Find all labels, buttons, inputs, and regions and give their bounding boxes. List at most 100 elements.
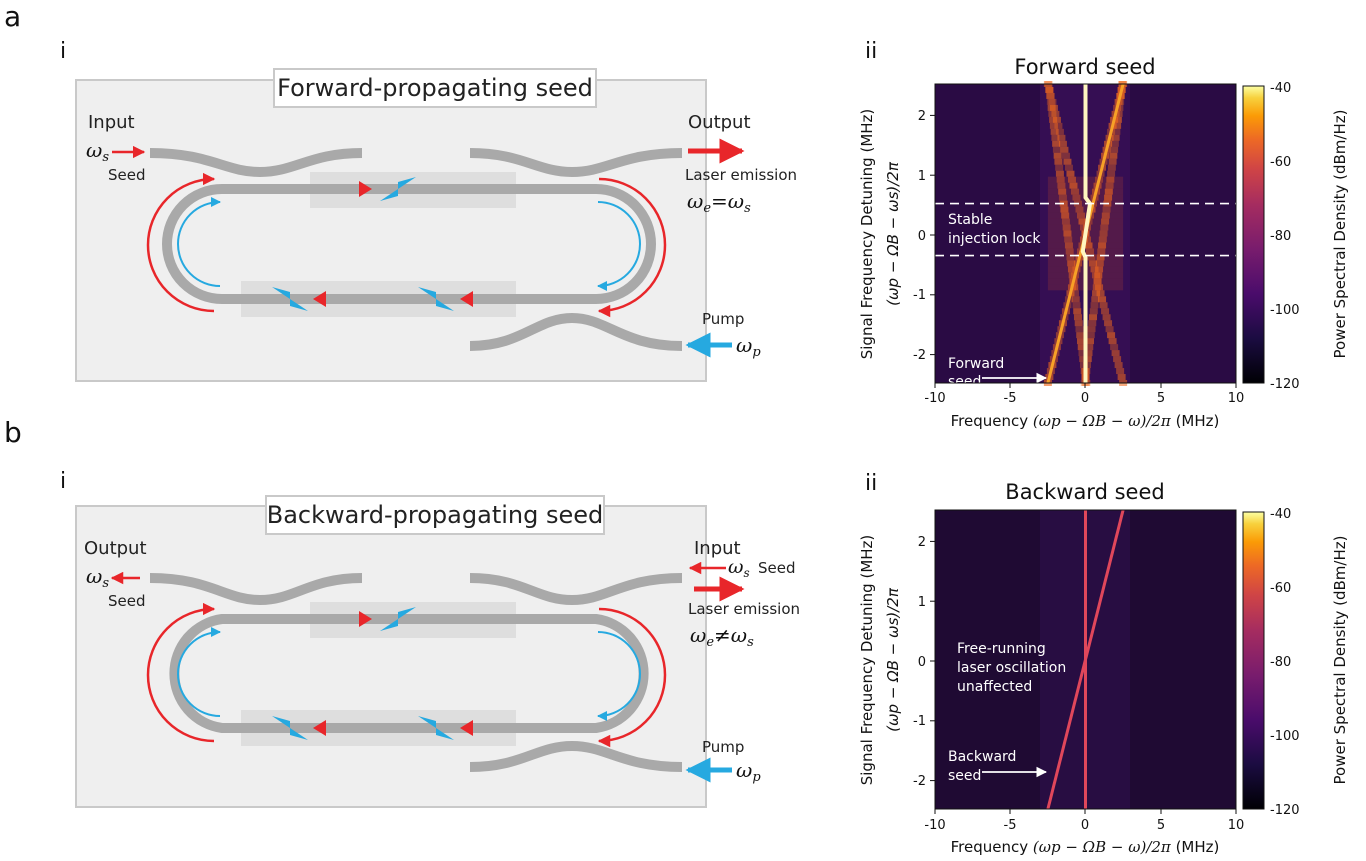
sideband-cell: [1104, 320, 1112, 326]
sideband-cell: [1062, 153, 1070, 159]
sideband-cell: [1076, 332, 1084, 338]
sideband-cell: [1051, 129, 1059, 135]
annotation-injection-lock: injection lock: [948, 231, 1041, 247]
pump-symbol: ωp: [736, 758, 761, 785]
colorbar-tick: -40: [1270, 507, 1291, 522]
sideband-cell: [1118, 374, 1126, 380]
y-tick-label: -2: [913, 348, 926, 363]
colorbar-tick: -80: [1270, 655, 1291, 670]
sideband-cell: [1091, 296, 1099, 302]
sideband-cell: [1088, 326, 1096, 332]
heatmap-backward: Backward seed Free-running laser oscilla…: [858, 480, 1349, 856]
panel-b-sub-i: i: [60, 469, 66, 494]
x-tick-label: 0: [1081, 391, 1089, 406]
colorbar-label: Power Spectral Density (dBm/Hz): [1331, 536, 1349, 785]
diagram-forward: Forward-propagating seed Input ωs Seed O…: [76, 69, 797, 381]
sideband-cell: [1075, 320, 1083, 326]
sideband-cell: [1051, 135, 1059, 141]
sideband-cell: [1100, 302, 1108, 308]
sideband-cell: [1113, 356, 1121, 362]
sideband-cell: [1110, 344, 1118, 350]
sideband-cell: [1101, 308, 1109, 314]
sideband-cell: [1065, 165, 1073, 171]
output-label: Output: [84, 538, 147, 559]
panel-b-sub-ii: ii: [865, 471, 877, 496]
panel-a-sub-i: i: [60, 39, 66, 64]
colorbar-tick: -80: [1270, 229, 1291, 244]
sideband-cell: [1107, 171, 1115, 177]
y-axis-label: Signal Frequency Detuning (MHz): [858, 109, 876, 360]
diagram-title: Backward-propagating seed: [267, 501, 604, 529]
y-tick-label: 1: [918, 169, 926, 184]
sideband-cell: [1075, 326, 1083, 332]
laser-emission-label: Laser emission: [688, 600, 800, 618]
sideband-cell: [1048, 111, 1056, 117]
seed-input-symbol: ωs: [728, 556, 750, 580]
y-axis-math: (ωp − ΩB − ωs)/2π: [884, 587, 902, 732]
seed-annotation-line1: Forward: [948, 356, 1004, 372]
sideband-cell: [1103, 314, 1111, 320]
sideband-cell: [1066, 171, 1074, 177]
x-tick-label: 5: [1157, 818, 1165, 833]
emission-equation: ωe≠ωs: [690, 623, 754, 650]
seed-annotation-line1: Backward: [948, 749, 1016, 765]
sideband-cell: [1054, 159, 1062, 165]
sideband-cell: [1112, 350, 1120, 356]
diagram-title: Forward-propagating seed: [277, 74, 593, 102]
sideband-cell: [1087, 332, 1095, 338]
colorbar-tick: -40: [1270, 81, 1291, 96]
colorbar-tick: -120: [1270, 803, 1300, 818]
sideband-cell: [1111, 141, 1119, 147]
lock-glow-cell: [1048, 213, 1123, 219]
panel-a-sub-ii: ii: [865, 39, 877, 64]
chart-title: Backward seed: [1005, 480, 1164, 504]
sideband-cell: [1073, 308, 1081, 314]
seed-input-word: Seed: [758, 559, 796, 577]
x-tick-label: 0: [1081, 818, 1089, 833]
y-tick-label: 0: [918, 655, 926, 670]
heatmap-marks: [1044, 81, 1127, 386]
x-tick-label: 5: [1157, 391, 1165, 406]
sideband-cell: [1109, 338, 1117, 344]
y-ticks: 2 1 0 -1 -2: [913, 535, 935, 789]
y-tick-label: 2: [918, 535, 926, 550]
annotation-unaffected: unaffected: [957, 679, 1032, 695]
emission-equation: ωe=ωs: [687, 189, 751, 216]
panel-letter-b: b: [4, 416, 22, 449]
sideband-cell: [1060, 147, 1068, 153]
x-axis-label: Frequency (ωp − ΩB − ω)/2π (MHz): [951, 412, 1220, 430]
sideband-cell: [1046, 93, 1054, 99]
sideband-cell: [1055, 165, 1063, 171]
annotation-stable: Stable: [948, 212, 992, 228]
seed-annotation-line2: seed: [948, 374, 981, 390]
colorbar-tick: -120: [1270, 377, 1300, 392]
seed-label: Seed: [108, 592, 146, 610]
sideband-cell: [1090, 308, 1098, 314]
colorbar-label: Power Spectral Density (dBm/Hz): [1331, 110, 1349, 359]
sideband-cell: [1106, 326, 1114, 332]
sideband-cell: [1112, 135, 1120, 141]
annotation-laser-oscillation: laser oscillation: [957, 660, 1066, 676]
y-axis-math: (ωp − ΩB − ωs)/2π: [884, 161, 902, 306]
x-tick-label: -10: [924, 391, 945, 406]
seed-annotation-line2: seed: [948, 768, 981, 784]
output-label: Output: [688, 112, 751, 133]
sideband-cell: [1091, 302, 1099, 308]
sideband-cell: [1047, 99, 1055, 105]
sideband-cell: [1048, 105, 1056, 111]
diagram-box: [76, 506, 706, 807]
laser-emission-label: Laser emission: [685, 166, 797, 184]
sideband-cell: [1112, 129, 1120, 135]
sideband-cell: [1063, 159, 1071, 165]
sideband-cell: [1072, 302, 1080, 308]
x-axis-label: Frequency (ωp − ΩB − ω)/2π (MHz): [951, 838, 1220, 856]
x-ticks: -10 -5 0 5 10: [924, 809, 1244, 833]
colorbar-tick: -60: [1270, 581, 1291, 596]
colorbar-tick: -60: [1270, 155, 1291, 170]
pump-label: Pump: [702, 310, 744, 328]
lock-glow-cell: [1048, 207, 1123, 213]
x-tick-label: -5: [1004, 818, 1017, 833]
y-axis-label: Signal Frequency Detuning (MHz): [858, 535, 876, 786]
sideband-cell: [1108, 165, 1116, 171]
